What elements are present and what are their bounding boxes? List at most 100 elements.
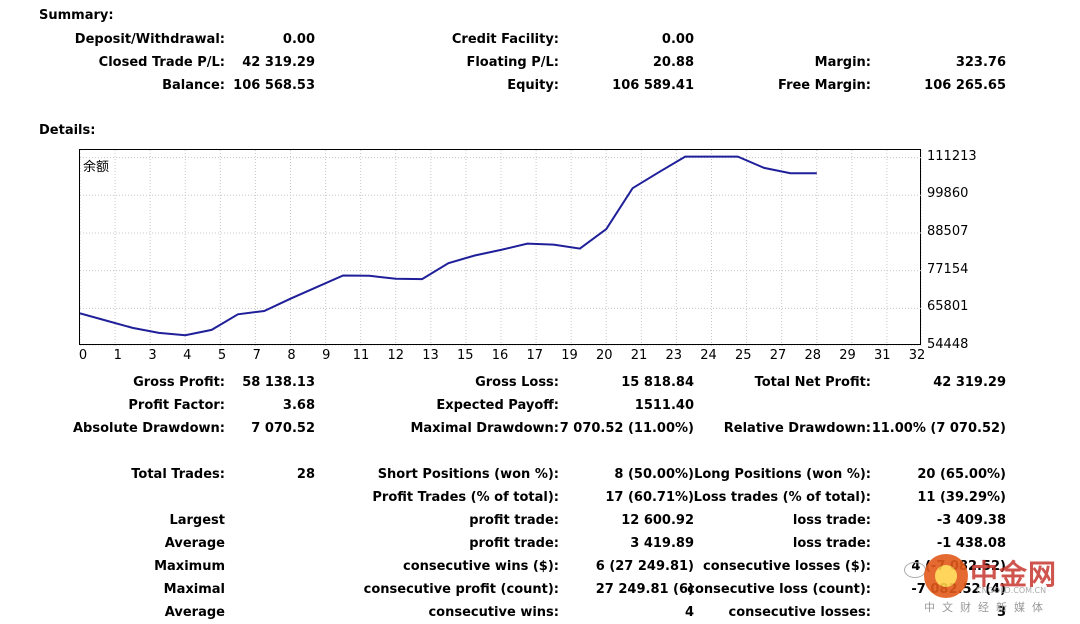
x-tick-label: 21 — [630, 348, 648, 363]
free-margin-label: Free Margin: — [778, 78, 871, 93]
x-tick-label: 15 — [456, 348, 474, 363]
x-tick-label: 23 — [665, 348, 683, 363]
watermark-brand: 中金网 — [970, 558, 1058, 591]
average-profit-value: 3 419.89 — [630, 536, 694, 551]
largest-loss-value: -3 409.38 — [936, 513, 1006, 528]
balance-chart-svg — [80, 150, 922, 346]
y-tick-label: 77154 — [927, 261, 969, 277]
average-consecutive-wins-value: 4 — [684, 605, 694, 620]
maximal-loss-label: consecutive loss (count): — [687, 582, 871, 597]
x-tick-label: 3 — [148, 348, 157, 363]
profit-trades-label: Profit Trades (% of total): — [372, 490, 559, 505]
maximal-profit-label: consecutive profit (count): — [363, 582, 559, 597]
x-tick-label: 29 — [839, 348, 856, 363]
largest-loss-label: loss trade: — [792, 513, 871, 528]
gross-loss-label: Gross Loss: — [475, 375, 559, 390]
free-margin-value: 106 265.65 — [924, 78, 1006, 93]
closed-trade-pl-value: 42 319.29 — [242, 55, 315, 70]
maximal-drawdown-label: Maximal Drawdown: — [410, 421, 559, 436]
x-tick-label: 16 — [491, 348, 509, 363]
total-net-profit-label: Total Net Profit: — [754, 375, 871, 390]
gross-profit-label: Gross Profit: — [133, 375, 225, 390]
margin-value: 323.76 — [955, 55, 1006, 70]
maximum-wins-value: 6 (27 249.81) — [595, 559, 694, 574]
maximal-drawdown-value: 7 070.52 (11.00%) — [559, 421, 694, 436]
watermark: 中金网 CNGOLD.COM.CN 中文财经新媒体 — [904, 548, 1080, 624]
x-tick-label: 12 — [387, 348, 405, 363]
maximal-label: Maximal — [163, 582, 225, 597]
floating-pl-label: Floating P/L: — [466, 55, 559, 70]
x-tick-label: 1 — [113, 348, 122, 363]
margin-label: Margin: — [814, 55, 871, 70]
watermark-subtitle: 中文财经新媒体 — [924, 601, 1050, 614]
y-tick-label: 54448 — [927, 337, 969, 352]
balance-series-line — [80, 155, 817, 337]
x-tick-label: 0 — [78, 348, 88, 363]
average-consecutive-losses-value: 3 — [996, 605, 1006, 620]
expected-payoff-value: 1511.40 — [634, 398, 694, 413]
average-consecutive-wins-label: consecutive wins: — [428, 605, 559, 620]
x-tick-label: 9 — [322, 348, 331, 363]
balance-chart — [79, 149, 922, 346]
y-tick-label: 88507 — [927, 223, 969, 239]
average-profit-label: profit trade: — [469, 536, 559, 551]
average-consecutive-losses-label: consecutive losses: — [728, 605, 871, 620]
profit-trades-value: 17 (60.71%) — [605, 490, 694, 505]
x-tick-label: 27 — [769, 348, 787, 363]
largest-profit-value: 12 600.92 — [621, 513, 694, 528]
credit-facility-label: Credit Facility: — [451, 32, 559, 47]
total-net-profit-value: 42 319.29 — [933, 375, 1006, 390]
expected-payoff-label: Expected Payoff: — [436, 398, 559, 413]
largest-label: Largest — [169, 513, 225, 528]
wechat-icon — [904, 562, 926, 578]
total-trades-value: 28 — [296, 467, 315, 482]
balance-value: 106 568.53 — [233, 78, 315, 93]
loss-trades-value: 11 (39.29%) — [917, 490, 1006, 505]
maximum-label: Maximum — [154, 559, 225, 574]
short-positions-value: 8 (50.00%) — [614, 467, 694, 482]
long-positions-value: 20 (65.00%) — [917, 467, 1006, 482]
x-tick-label: 13 — [422, 348, 439, 363]
details-title: Details: — [39, 123, 96, 138]
largest-profit-label: profit trade: — [469, 513, 559, 528]
total-trades-label: Total Trades: — [131, 467, 225, 482]
deposit-withdrawal-value: 0.00 — [282, 32, 315, 47]
equity-value: 106 589.41 — [612, 78, 694, 93]
absolute-drawdown-label: Absolute Drawdown: — [73, 421, 225, 436]
balance-label: Balance: — [162, 78, 225, 93]
average-label: Average — [164, 536, 225, 551]
gross-loss-value: 15 818.84 — [621, 375, 694, 390]
relative-drawdown-value: 11.00% (7 070.52) — [871, 421, 1006, 436]
x-tick-label: 8 — [287, 348, 296, 363]
maximum-losses-label: consecutive losses ($): — [703, 559, 871, 574]
loss-trades-label: Loss trades (% of total): — [693, 490, 871, 505]
floating-pl-value: 20.88 — [652, 55, 694, 70]
x-tick-label: 25 — [734, 348, 752, 363]
x-tick-label: 28 — [804, 348, 822, 363]
x-tick-label: 31 — [873, 348, 891, 363]
x-tick-label: 7 — [252, 348, 261, 363]
equity-label: Equity: — [507, 78, 559, 93]
x-tick-label: 11 — [352, 348, 370, 363]
x-tick-label: 5 — [217, 348, 227, 363]
average-loss-label: loss trade: — [792, 536, 871, 551]
closed-trade-pl-label: Closed Trade P/L: — [98, 55, 225, 70]
maximum-wins-label: consecutive wins ($): — [402, 559, 559, 574]
y-tick-label: 111213 — [927, 148, 977, 164]
deposit-withdrawal-label: Deposit/Withdrawal: — [74, 32, 225, 47]
average-consecutive-label: Average — [164, 605, 225, 620]
x-tick-label: 32 — [908, 348, 926, 363]
y-tick-label: 65801 — [927, 299, 969, 315]
x-tick-label: 17 — [526, 348, 544, 363]
profit-factor-value: 3.68 — [282, 398, 315, 413]
profit-factor-label: Profit Factor: — [128, 398, 225, 413]
watermark-site: CNGOLD.COM.CN — [976, 586, 1047, 595]
x-tick-label: 19 — [561, 348, 578, 363]
chart-series-label: 余额 — [83, 160, 110, 175]
long-positions-label: Long Positions (won %): — [694, 467, 871, 482]
summary-title: Summary: — [39, 8, 114, 23]
short-positions-label: Short Positions (won %): — [377, 467, 559, 482]
x-tick-label: 24 — [700, 348, 717, 363]
maximal-profit-value: 27 249.81 (6) — [595, 582, 694, 597]
brand-logo-icon — [924, 554, 968, 598]
